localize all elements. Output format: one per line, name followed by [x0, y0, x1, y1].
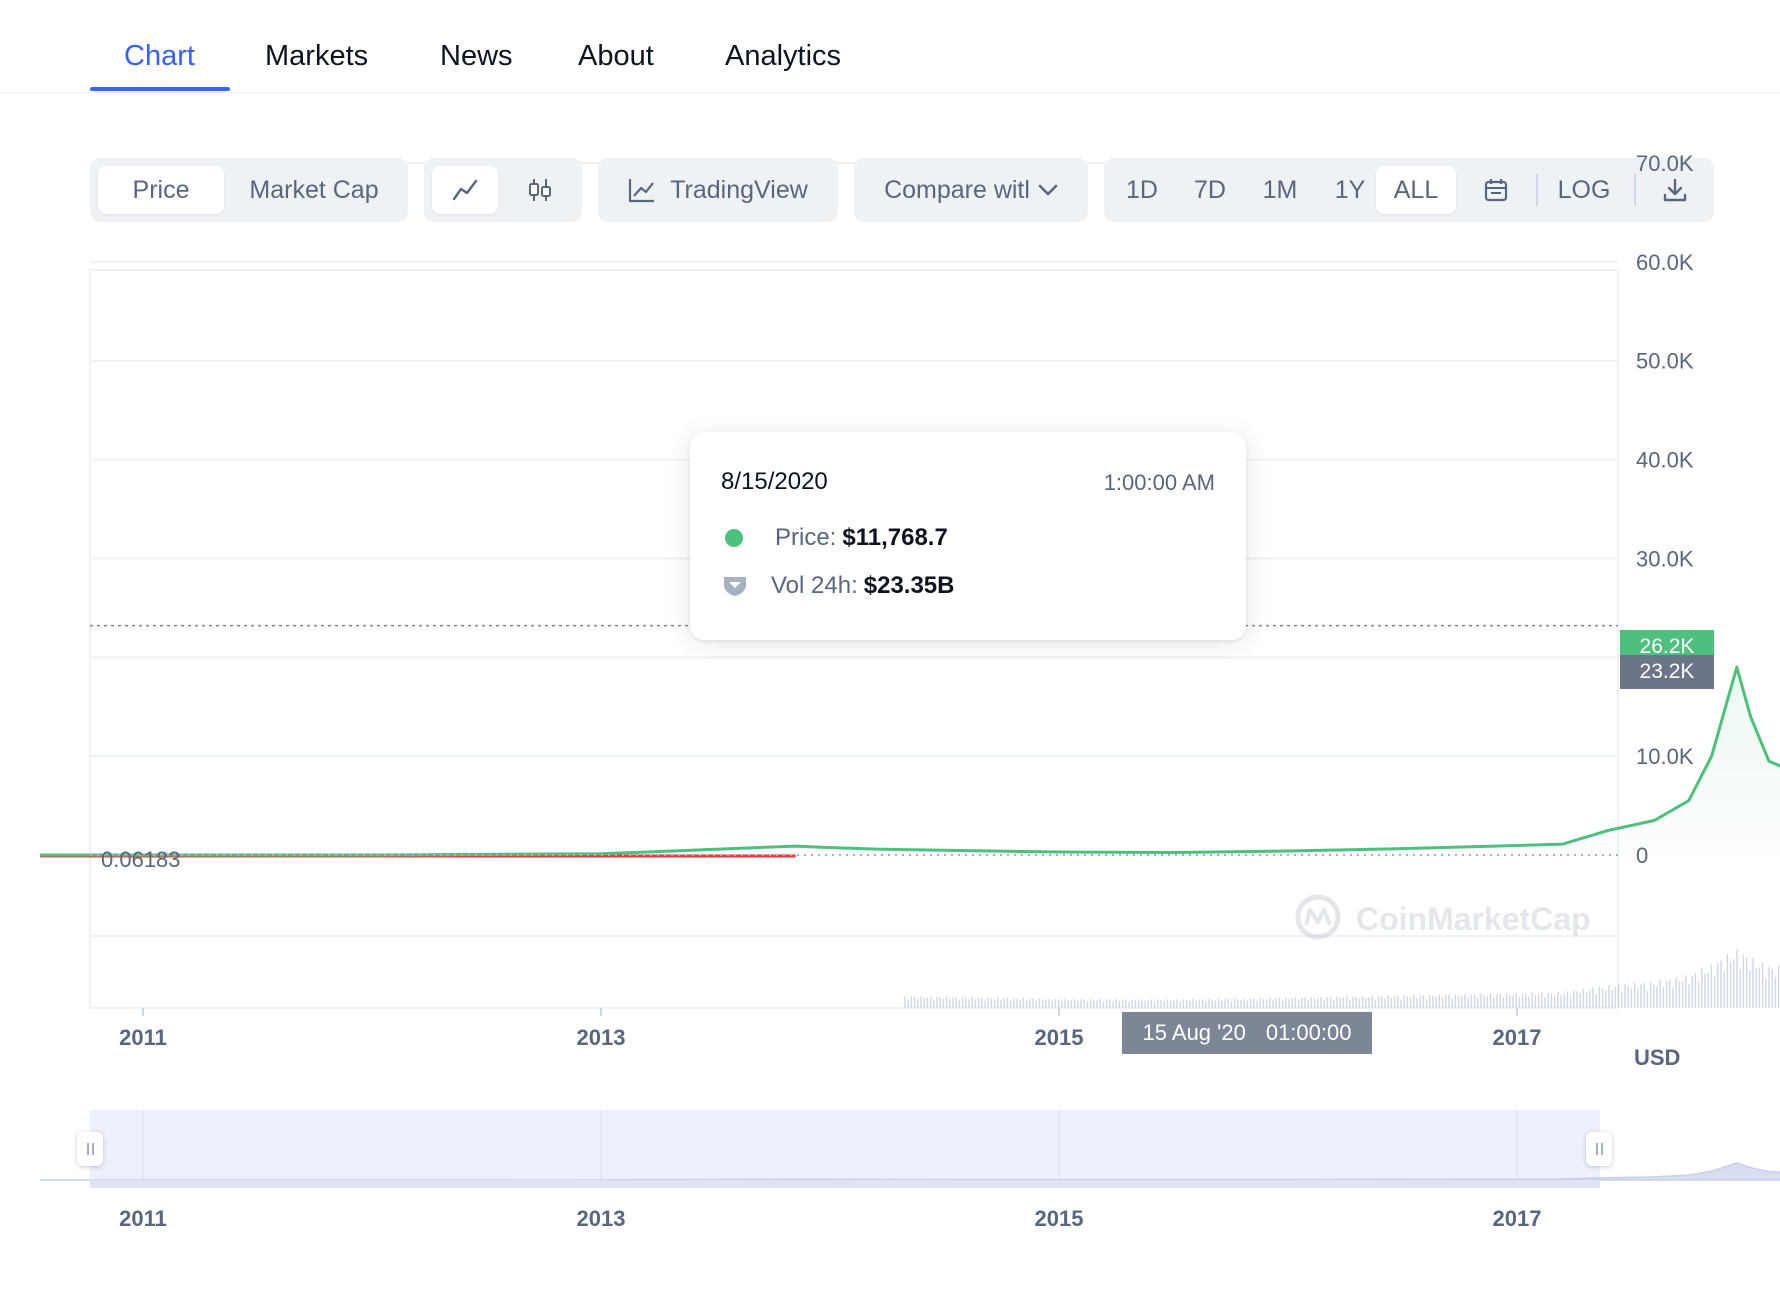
- tooltip-volume-label: Vol 24h:: [771, 572, 858, 599]
- range-1y-button[interactable]: 1Y: [1334, 175, 1366, 204]
- x-tick-label: 2011: [119, 1025, 167, 1050]
- chart-tooltip: 8/15/2020 1:00:00 AM Price: $11,768.7 Vo…: [690, 432, 1246, 640]
- candlestick-icon: [529, 179, 551, 201]
- navigator-tick-label: 2011: [119, 1206, 167, 1231]
- y-tick-label: 0: [1636, 843, 1648, 868]
- line-chart-icon: [452, 179, 478, 201]
- line-chart-button[interactable]: [432, 166, 498, 214]
- navigator-tick-label: 2013: [577, 1206, 626, 1231]
- market-cap-button[interactable]: Market Cap: [249, 175, 379, 204]
- active-tab-indicator: [90, 87, 230, 91]
- chevron-down-icon: [1038, 184, 1058, 196]
- tradingview-button[interactable]: TradingView: [606, 166, 830, 214]
- toolbar-divider: [1536, 174, 1538, 206]
- y-tick-label: 70.0K: [1636, 151, 1694, 176]
- range-toolbar: 1D 7D 1M 1Y ALL LOG: [1104, 158, 1714, 222]
- y-tick-label: 40.0K: [1636, 448, 1694, 473]
- y-tick-label: 50.0K: [1636, 349, 1694, 374]
- tooltip-volume-value: $23.35B: [863, 572, 955, 599]
- x-tick-label: 2017: [1493, 1025, 1542, 1050]
- currency-label: USD: [1634, 1045, 1681, 1070]
- price-line: [39, 665, 1780, 857]
- navigator-scrollbar[interactable]: [90, 1180, 1600, 1188]
- plot-frame: [89, 269, 1619, 1009]
- range-1m-button[interactable]: 1M: [1262, 175, 1298, 204]
- coinmarketcap-watermark: CoinMarketCap: [1295, 894, 1591, 940]
- y-tick-label: 60.0K: [1636, 250, 1694, 275]
- range-all-button[interactable]: ALL: [1376, 166, 1456, 214]
- price-area: [39, 667, 1780, 855]
- compare-dropdown[interactable]: Compare witl: [862, 166, 1080, 214]
- tooltip-volume-row: Vol 24h: $23.35B: [721, 572, 955, 600]
- tooltip-price-label: Price:: [775, 524, 837, 551]
- volume-shield-icon: [724, 577, 746, 596]
- tab-news[interactable]: News: [440, 40, 513, 72]
- calendar-icon: [1484, 179, 1508, 202]
- tooltip-price-value: $11,768.7: [842, 524, 948, 551]
- trading-chart-icon: [629, 179, 655, 203]
- y-tick-label: 30.0K: [1636, 546, 1694, 571]
- tradingview-label: TradingView: [670, 175, 808, 204]
- y-tick-label: 10.0K: [1636, 744, 1694, 769]
- coinmarketcap-logo-icon: [1295, 894, 1341, 940]
- compare-label: Compare witl: [884, 175, 1030, 204]
- crosshair-date-badge: 15 Aug '20 01:00:00: [1122, 1012, 1372, 1054]
- navigator-axis: 2011201320152017201920212023: [119, 1206, 1542, 1231]
- compare-group: Compare witl: [854, 158, 1088, 222]
- watermark-text: CoinMarketCap: [1356, 901, 1591, 937]
- crosshair-date: 15 Aug '20: [1142, 1020, 1246, 1045]
- navigator-area: [39, 1162, 1780, 1181]
- tab-analytics[interactable]: Analytics: [725, 40, 842, 72]
- chart-style-toggle: [424, 158, 582, 222]
- navigator-grid: [142, 1110, 1518, 1188]
- volume-bars: [904, 948, 1780, 1008]
- crosshair-time: 01:00:00: [1265, 1020, 1352, 1045]
- metric-toggle: Price Market Cap: [90, 158, 408, 222]
- crosshair-price-badge: 23.2K: [1620, 655, 1714, 689]
- toolbar-divider: [1634, 174, 1636, 206]
- tooltip-price-row: Price: $11,768.7: [721, 524, 948, 552]
- tradingview-group: TradingView: [598, 158, 838, 222]
- tab-markets[interactable]: Markets: [265, 40, 369, 72]
- log-scale-button[interactable]: LOG: [1557, 175, 1611, 204]
- range-1d-button[interactable]: 1D: [1126, 175, 1158, 204]
- start-price-label: 0.06183: [101, 847, 181, 872]
- date-range-button[interactable]: [1466, 166, 1526, 214]
- x-tick-label: 2015: [1035, 1025, 1084, 1050]
- navigator-tick-label: 2015: [1035, 1206, 1084, 1231]
- candlestick-button[interactable]: [506, 166, 574, 214]
- tooltip-date: 8/15/2020: [721, 468, 828, 495]
- price-series-dot-icon: [725, 529, 743, 547]
- navigator-right-handle[interactable]: [1586, 1132, 1612, 1166]
- tab-chart[interactable]: Chart: [124, 40, 195, 72]
- x-axis: 2011201320152017201920212023: [119, 1008, 1542, 1050]
- x-tick-label: 2013: [577, 1025, 626, 1050]
- navigator-tick-label: 2017: [1493, 1206, 1542, 1231]
- tooltip-time: 1:00:00 AM: [1103, 470, 1215, 495]
- download-button[interactable]: [1644, 166, 1706, 214]
- price-button[interactable]: Price: [98, 166, 224, 214]
- range-navigator[interactable]: [90, 1110, 1600, 1188]
- range-7d-button[interactable]: 7D: [1194, 175, 1226, 204]
- tab-bar: Chart Markets News About Analytics: [0, 0, 1780, 93]
- download-icon: [1663, 178, 1687, 202]
- tab-about[interactable]: About: [578, 40, 654, 72]
- navigator-left-handle[interactable]: [77, 1132, 103, 1166]
